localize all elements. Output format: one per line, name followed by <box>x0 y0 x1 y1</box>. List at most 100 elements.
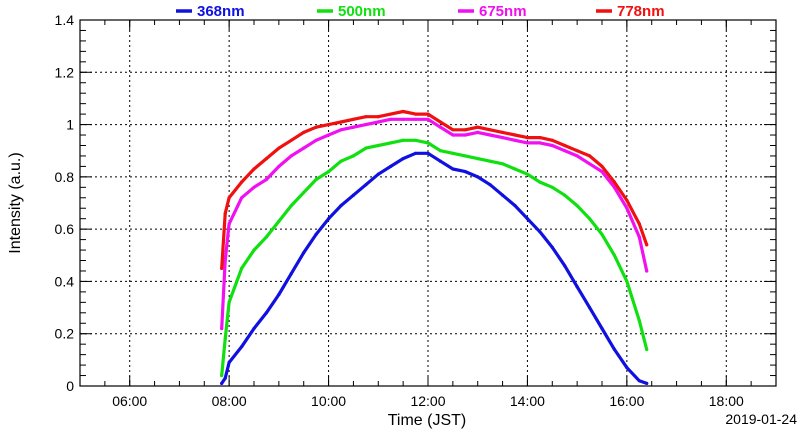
data-point <box>451 151 455 155</box>
data-point <box>240 266 244 270</box>
data-point <box>575 204 579 208</box>
data-point <box>645 269 649 273</box>
data-point <box>501 162 505 166</box>
data-point <box>588 162 592 166</box>
data-point <box>575 149 579 153</box>
y-tick-label: 0.8 <box>55 169 75 185</box>
data-point <box>401 117 405 121</box>
data-point <box>327 133 331 137</box>
data-point <box>327 170 331 174</box>
data-point <box>476 157 480 161</box>
data-point <box>550 138 554 142</box>
data-point <box>563 264 567 268</box>
data-point <box>227 360 231 365</box>
data-point <box>351 193 355 197</box>
data-point <box>389 112 393 116</box>
date-label: 2019-01-24 <box>725 411 797 427</box>
data-point <box>612 253 617 257</box>
legend-label: 675nm <box>479 3 527 20</box>
data-point <box>264 235 268 239</box>
y-tick-label: 1.4 <box>55 12 75 28</box>
data-point <box>451 133 455 137</box>
data-point <box>302 130 306 134</box>
series-line-778nm <box>220 109 649 270</box>
data-point <box>563 193 567 197</box>
data-point <box>645 243 649 247</box>
data-point <box>364 115 368 119</box>
data-point <box>227 196 231 200</box>
data-point <box>600 170 604 174</box>
data-point <box>513 204 517 208</box>
data-point <box>364 123 368 127</box>
x-tick-label: 16:00 <box>609 393 644 409</box>
data-point <box>488 183 492 187</box>
data-point <box>414 138 418 142</box>
data-point <box>302 146 306 150</box>
data-point <box>501 130 505 134</box>
data-point <box>426 112 430 116</box>
data-point <box>438 125 442 129</box>
data-point <box>376 120 380 124</box>
data-point <box>637 379 641 383</box>
data-point <box>588 217 592 221</box>
x-tick-label: 12:00 <box>410 393 445 409</box>
y-axis-label: Intensity (a.u.) <box>7 152 24 253</box>
data-point <box>463 128 467 132</box>
x-tick-label: 18:00 <box>709 393 744 409</box>
data-point <box>327 217 331 221</box>
data-point <box>252 326 256 331</box>
data-point <box>488 128 492 132</box>
data-point <box>220 266 224 270</box>
data-point <box>625 366 629 370</box>
data-point <box>550 185 554 189</box>
data-point <box>314 125 318 129</box>
data-point <box>264 177 268 182</box>
data-point <box>314 232 318 236</box>
data-point <box>364 146 368 150</box>
data-point <box>463 133 467 137</box>
data-point <box>513 133 517 137</box>
y-tick-label: 0.6 <box>55 221 75 237</box>
data-point <box>351 125 355 129</box>
data-point <box>525 136 530 140</box>
data-point <box>637 222 641 226</box>
data-point <box>625 206 629 210</box>
data-point <box>426 151 430 155</box>
data-point <box>264 157 268 161</box>
data-point <box>414 151 418 155</box>
data-point <box>550 143 554 148</box>
data-point <box>625 279 629 283</box>
data-point <box>588 154 592 158</box>
data-point <box>438 120 442 124</box>
data-point <box>277 219 281 223</box>
legend: 368nm 500nm 675nm 778nm <box>176 3 665 20</box>
data-point <box>289 272 293 276</box>
data-point <box>339 204 343 208</box>
data-point <box>538 141 542 145</box>
data-point <box>513 138 517 142</box>
data-point <box>426 117 430 121</box>
data-point <box>612 347 617 351</box>
data-point <box>451 167 455 171</box>
data-point <box>488 159 492 163</box>
data-point <box>588 306 592 310</box>
data-point <box>389 164 393 168</box>
legend-label: 778nm <box>617 3 665 20</box>
data-point <box>223 337 227 341</box>
data-point <box>240 196 244 200</box>
data-point <box>645 381 649 385</box>
data-point <box>538 180 542 184</box>
data-point <box>339 159 343 163</box>
data-point <box>637 235 641 239</box>
data-point <box>438 159 442 163</box>
data-point <box>563 149 567 153</box>
data-point <box>401 157 405 161</box>
y-tick-label: 0.4 <box>55 273 75 289</box>
data-point <box>600 164 604 168</box>
data-point <box>223 258 227 263</box>
data-point <box>513 167 517 171</box>
data-point <box>289 138 293 142</box>
data-point <box>438 149 442 153</box>
data-point <box>612 185 617 189</box>
